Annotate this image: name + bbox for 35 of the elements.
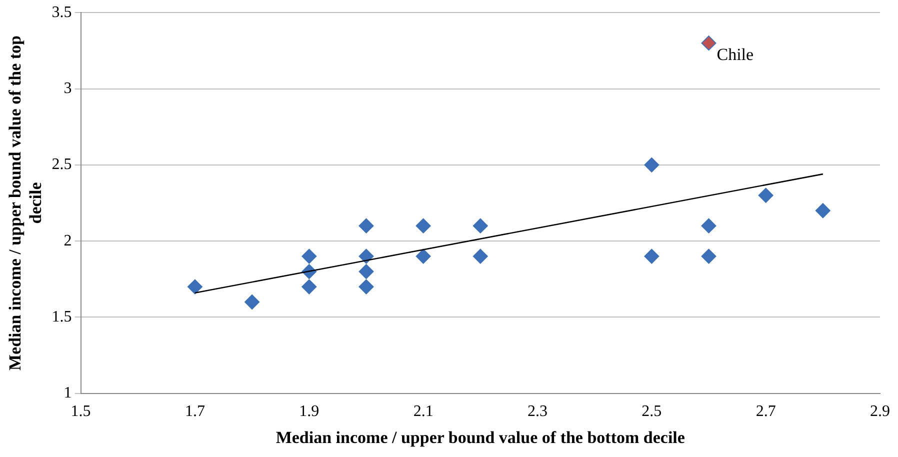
point bbox=[701, 248, 716, 264]
point bbox=[758, 188, 774, 203]
y-tick-label: 3 bbox=[64, 80, 72, 97]
point bbox=[701, 218, 716, 234]
point bbox=[302, 248, 317, 264]
point bbox=[416, 218, 431, 234]
point bbox=[815, 203, 830, 218]
annotation: Chile bbox=[716, 45, 754, 64]
x-tick-label: 2.3 bbox=[527, 403, 548, 420]
y-tick-label: 2 bbox=[64, 232, 72, 250]
point bbox=[358, 218, 374, 234]
y-tick-label: 2.5 bbox=[52, 156, 72, 174]
point bbox=[244, 294, 260, 310]
point bbox=[416, 248, 431, 264]
y-tick-label: 1 bbox=[64, 384, 72, 402]
point bbox=[472, 248, 488, 264]
point bbox=[358, 279, 374, 294]
point bbox=[701, 36, 716, 51]
y-tick-label: 3.5 bbox=[52, 4, 72, 21]
point bbox=[358, 264, 374, 280]
y-tick-label: 1.5 bbox=[52, 308, 72, 326]
point bbox=[358, 248, 374, 264]
y-axis-title: Median income / upper bound value of the top decile bbox=[6, 35, 45, 371]
x-tick-label: 2.5 bbox=[642, 403, 662, 420]
x-tick-label: 2.1 bbox=[413, 403, 434, 420]
point bbox=[302, 279, 317, 294]
x-axis-title: Median income / upper bound value of the bottom decile bbox=[276, 428, 686, 448]
point bbox=[187, 279, 202, 294]
point bbox=[472, 218, 488, 234]
x-tick-label: 2.7 bbox=[756, 403, 776, 420]
point bbox=[644, 248, 660, 264]
x-tick-label: 1.7 bbox=[184, 403, 205, 420]
x-tick-label: 1.9 bbox=[299, 403, 320, 420]
x-tick-label: 2.9 bbox=[870, 403, 890, 420]
point bbox=[644, 157, 660, 172]
